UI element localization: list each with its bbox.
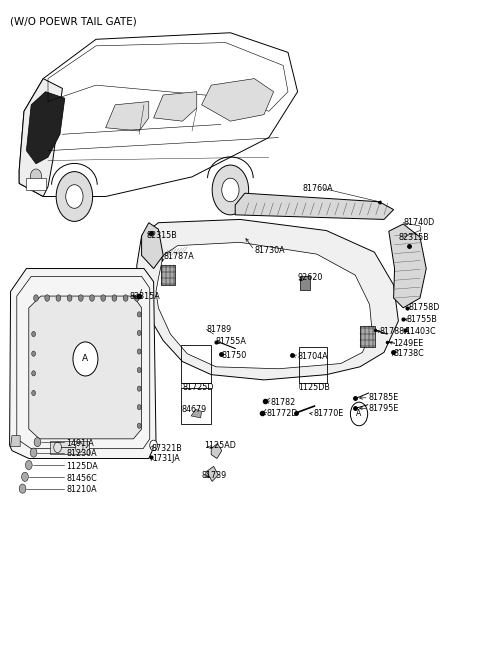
Text: 81740D: 81740D: [403, 218, 434, 227]
Text: 84679: 84679: [181, 405, 207, 414]
Text: 81789: 81789: [206, 325, 232, 334]
Bar: [26, 178, 46, 190]
Circle shape: [32, 371, 36, 376]
Circle shape: [34, 295, 38, 301]
Text: 81725D: 81725D: [182, 383, 214, 392]
Bar: [181, 345, 211, 383]
Bar: [299, 347, 327, 383]
Circle shape: [78, 295, 83, 301]
Polygon shape: [11, 436, 20, 447]
Polygon shape: [206, 466, 218, 481]
Circle shape: [137, 423, 141, 428]
Text: 81788A: 81788A: [379, 327, 410, 336]
Circle shape: [73, 342, 98, 376]
Circle shape: [56, 295, 61, 301]
Text: 81210A: 81210A: [66, 485, 97, 495]
Circle shape: [30, 169, 42, 185]
Circle shape: [90, 295, 95, 301]
Text: 82315B: 82315B: [146, 231, 177, 240]
Polygon shape: [211, 443, 222, 458]
Text: A: A: [357, 409, 361, 419]
Text: 87321B: 87321B: [152, 443, 182, 453]
Text: 81755A: 81755A: [216, 337, 247, 346]
Polygon shape: [10, 269, 156, 458]
Bar: [161, 265, 175, 285]
Text: 81755B: 81755B: [407, 315, 437, 324]
Circle shape: [137, 349, 141, 354]
Text: 81760A: 81760A: [302, 184, 333, 193]
Circle shape: [67, 295, 72, 301]
Text: 81795E: 81795E: [369, 404, 399, 413]
Circle shape: [45, 295, 49, 301]
Circle shape: [222, 178, 239, 202]
Polygon shape: [142, 223, 163, 269]
Circle shape: [101, 295, 106, 301]
Circle shape: [137, 367, 141, 373]
Text: 82315B: 82315B: [398, 233, 429, 242]
Circle shape: [34, 438, 41, 447]
Text: 11403C: 11403C: [406, 327, 436, 336]
Circle shape: [30, 448, 37, 457]
Text: 1125AD: 1125AD: [204, 441, 236, 450]
Text: 81770E: 81770E: [314, 409, 344, 419]
Circle shape: [137, 312, 141, 317]
Circle shape: [137, 405, 141, 410]
Bar: [181, 388, 211, 424]
Text: 81704A: 81704A: [298, 352, 328, 362]
Text: 81456C: 81456C: [66, 474, 97, 483]
Polygon shape: [106, 102, 149, 131]
Circle shape: [137, 330, 141, 335]
Polygon shape: [137, 219, 398, 380]
Text: 1125DB: 1125DB: [299, 383, 330, 392]
Polygon shape: [19, 79, 62, 196]
Text: 81750: 81750: [222, 350, 247, 360]
Polygon shape: [389, 224, 426, 308]
Polygon shape: [202, 79, 274, 121]
Circle shape: [123, 295, 128, 301]
Text: 81785E: 81785E: [369, 393, 399, 402]
Circle shape: [66, 185, 83, 208]
Text: A: A: [83, 354, 88, 364]
Text: 81772D: 81772D: [267, 409, 299, 419]
Circle shape: [137, 386, 141, 391]
Circle shape: [19, 484, 26, 493]
Circle shape: [25, 460, 32, 470]
Circle shape: [32, 331, 36, 337]
Polygon shape: [235, 193, 394, 219]
Circle shape: [56, 172, 93, 221]
Circle shape: [150, 440, 157, 451]
Bar: [300, 276, 310, 290]
Polygon shape: [191, 409, 202, 418]
Text: 92620: 92620: [298, 272, 323, 282]
Circle shape: [112, 295, 117, 301]
Polygon shape: [156, 242, 372, 369]
Polygon shape: [29, 296, 142, 439]
Circle shape: [32, 390, 36, 396]
Bar: [50, 441, 89, 454]
Circle shape: [134, 295, 139, 301]
Circle shape: [22, 472, 28, 481]
Text: 81739: 81739: [202, 471, 227, 480]
Text: 81787A: 81787A: [163, 252, 194, 261]
Circle shape: [32, 351, 36, 356]
Polygon shape: [154, 92, 197, 121]
Text: 81730A: 81730A: [254, 246, 285, 255]
Text: 81738C: 81738C: [394, 349, 424, 358]
Text: 81782: 81782: [271, 398, 296, 407]
Text: 81230A: 81230A: [66, 449, 97, 458]
Text: 82315A: 82315A: [130, 291, 160, 301]
Polygon shape: [26, 92, 65, 164]
Circle shape: [212, 165, 249, 215]
Text: 1125DA: 1125DA: [66, 462, 98, 471]
Text: 1731JA: 1731JA: [152, 454, 180, 463]
Text: 81758D: 81758D: [409, 303, 440, 312]
Circle shape: [350, 402, 368, 426]
Text: 1491JA: 1491JA: [66, 439, 94, 448]
Text: (W/O POEWR TAIL GATE): (W/O POEWR TAIL GATE): [10, 16, 136, 26]
Text: 1249EE: 1249EE: [394, 339, 424, 348]
Bar: [360, 326, 375, 347]
